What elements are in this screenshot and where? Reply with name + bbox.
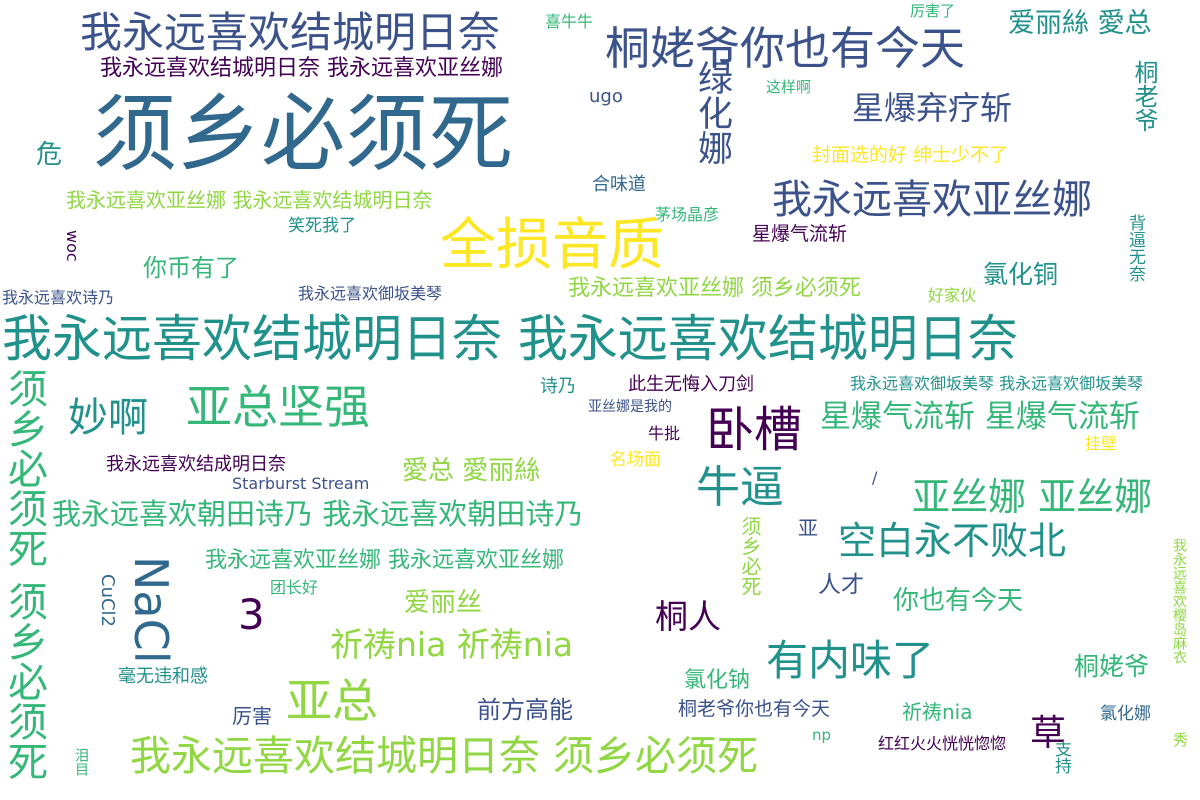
word: 牛逼 <box>696 462 784 513</box>
word: 亚总 <box>286 674 378 728</box>
word: 有内味了 <box>766 636 935 685</box>
word: 喜牛牛 <box>545 12 594 31</box>
word: 挂壁 <box>1085 434 1118 453</box>
word: 空白永不败北 <box>838 519 1067 563</box>
word: 氯化娜 <box>1100 704 1151 724</box>
word: 支持 <box>1051 740 1071 774</box>
word: 草 <box>1030 713 1067 754</box>
word: 妙啊 <box>68 395 148 441</box>
word: 祈祷nia 祈祷nia <box>330 625 574 664</box>
word: 我永远喜欢亚丝娜 我永远喜欢亚丝娜 <box>205 548 564 573</box>
word: 全损音质 <box>440 213 664 278</box>
word: 我永远喜欢御坂美琴 <box>298 284 443 303</box>
word: 好家伙 <box>928 286 977 305</box>
word: 我永远喜欢诗乃 <box>2 288 115 307</box>
word: 3 <box>238 590 265 639</box>
word: woc <box>63 230 82 262</box>
word: 祈祷nia <box>902 700 973 724</box>
word: 卧槽 <box>706 402 803 458</box>
word: 桐老爷 <box>1130 60 1158 132</box>
word: 茅场晶彦 <box>655 205 720 224</box>
word: 绿化娜 <box>692 60 732 165</box>
word: 泪目 <box>73 748 89 776</box>
word: 你也有今天 <box>893 586 1024 616</box>
word: 须乡必须死 <box>93 85 514 183</box>
word: 我永远喜欢亚丝娜 须乡必须死 <box>568 276 861 301</box>
word: 我永远喜欢亚丝娜 我永远喜欢结城明日奈 <box>66 188 433 212</box>
word: 星爆气流斩 <box>752 223 848 245</box>
word: / <box>872 468 878 487</box>
word: 我永远喜欢朝田诗乃 我永远喜欢朝田诗乃 <box>52 497 584 531</box>
word: 桐姥爷 <box>1074 652 1150 681</box>
word: 愛总 愛丽絲 <box>402 456 541 486</box>
word: 厉害 <box>232 704 272 728</box>
word: 此生无悔入刀剑 <box>628 374 754 395</box>
word: 背逼无奈 <box>1125 214 1145 282</box>
word: 团长好 <box>270 578 319 597</box>
word: 封面选的好 绅士少不了 <box>812 144 1009 166</box>
word: 桐老爷你也有今天 <box>678 698 831 720</box>
word: ugo <box>589 86 623 107</box>
word: np <box>812 726 832 744</box>
word: 我永远喜欢结城明日奈 <box>80 8 501 57</box>
word: 须乡必须死 须乡必须死 <box>1 368 47 781</box>
word: 我永远喜欢结成明日奈 <box>106 454 286 475</box>
word: 爱丽絲 愛总 <box>1008 8 1152 39</box>
word: 我永远喜欢御坂美琴 我永远喜欢御坂美琴 <box>850 374 1144 393</box>
word: 合味道 <box>592 174 646 195</box>
word: 氯化钠 <box>684 668 751 693</box>
word: 须乡必死 <box>738 516 762 596</box>
word: 毫无违和感 <box>118 666 208 687</box>
word: 我永远喜欢结城明日奈 我永远喜欢结城明日奈 <box>2 310 1018 368</box>
word: NaCl <box>124 556 178 664</box>
word: 爱丽丝 <box>404 588 483 618</box>
word: 笑死我了 <box>288 216 356 236</box>
word: 亚丝娜是我的 <box>588 399 672 415</box>
word: 星爆弃疗斩 <box>852 89 1013 127</box>
word: 这样啊 <box>766 78 812 96</box>
word: 红红火火恍恍惚惚 <box>878 734 1007 753</box>
word: 我永远喜欢结城明日奈 我永远喜欢亚丝娜 <box>100 56 503 81</box>
word: 人才 <box>818 572 864 598</box>
word: 桐姥爷你也有今天 <box>605 22 966 75</box>
word: 你币有了 <box>143 254 239 282</box>
word: Starburst Stream <box>232 474 370 493</box>
word: 氯化铜 <box>983 260 1059 289</box>
word: 名场面 <box>610 450 661 470</box>
word: 牛批 <box>648 424 681 443</box>
word: 秀 <box>1171 732 1189 747</box>
word: 前方高能 <box>477 696 573 724</box>
word: 亚总坚强 <box>186 380 370 434</box>
word: 亚 <box>798 516 818 540</box>
word: 我永远喜欢结城明日奈 须乡必须死 <box>130 732 759 780</box>
word: CuCl2 <box>97 574 118 627</box>
word: 危 <box>36 140 63 170</box>
word: 我永远喜欢樱岛麻衣 <box>1171 538 1187 664</box>
word: 星爆气流斩 星爆气流斩 <box>820 399 1140 435</box>
word: 我永远喜欢亚丝娜 <box>772 177 1092 223</box>
word: 诗乃 <box>540 376 576 397</box>
word: 亚丝娜 亚丝娜 <box>912 475 1153 519</box>
word: 桐人 <box>655 597 721 636</box>
word: 厉害了 <box>910 2 956 20</box>
